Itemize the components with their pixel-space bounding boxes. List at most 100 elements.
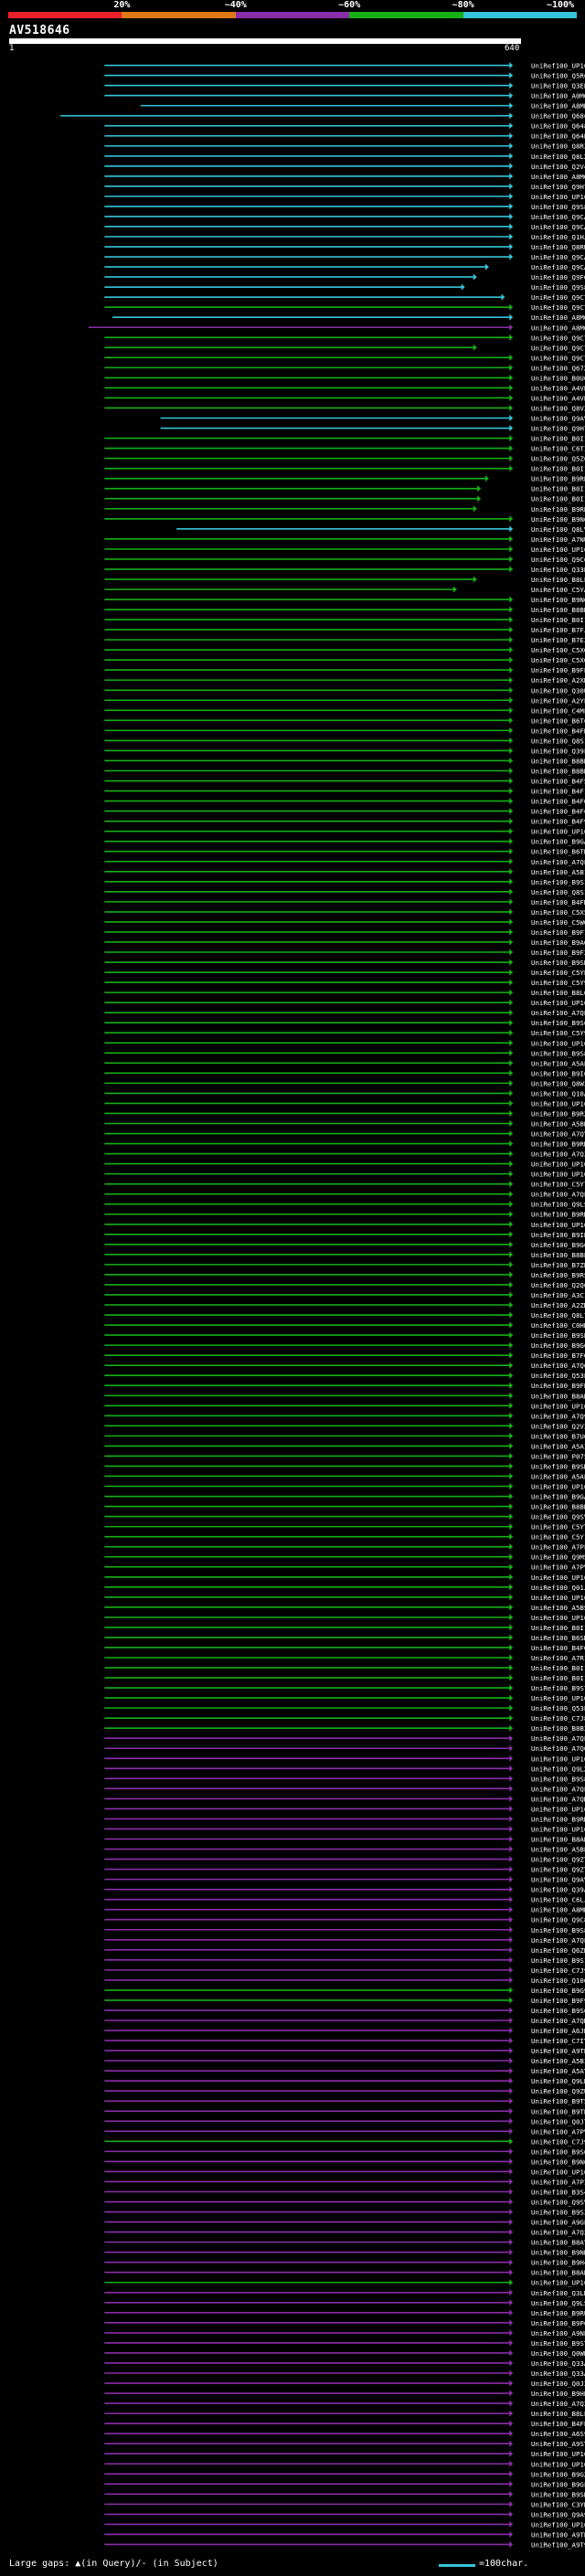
hit-label[interactable]: UniRef100_C4MF17: [531, 706, 585, 715]
hit-label[interactable]: UniRef100_B9S816: [531, 1926, 585, 1935]
hit-label[interactable]: UniRef100_B9S1B0: [531, 878, 585, 886]
hit-label[interactable]: UniRef100_C5Y128: [531, 1533, 585, 1542]
hit-label[interactable]: UniRef100_A7PV57: [531, 2127, 585, 2136]
hit-label[interactable]: UniRef100_C0HHF0: [531, 1321, 585, 1330]
hit-label[interactable]: UniRef100_B9SB21: [531, 1331, 585, 1340]
hit-label[interactable]: UniRef100_UP1000...: [531, 1161, 585, 1169]
hit-label[interactable]: UniRef100_A7QLA3: [531, 1936, 585, 1945]
hit-label[interactable]: UniRef100_A7Q9L3: [531, 1412, 585, 1420]
hit-label[interactable]: UniRef100_B9FE16: [531, 666, 585, 674]
hit-label[interactable]: UniRef100_Q8S1E7: [531, 737, 585, 745]
hit-label[interactable]: UniRef100_Q33AP6: [531, 2369, 585, 2378]
hit-label[interactable]: UniRef100_B0I1I0: [531, 495, 585, 504]
hit-label[interactable]: UniRef100_Q9M513: [531, 1553, 585, 1562]
hit-label[interactable]: UniRef100_B4F1G0: [531, 788, 585, 796]
hit-label[interactable]: UniRef100_B4FMT8: [531, 898, 585, 906]
hit-label[interactable]: UniRef100_B9GAH8: [531, 838, 585, 846]
hit-label[interactable]: UniRef100_UP1000...: [531, 1221, 585, 1229]
hit-label[interactable]: UniRef100_A2YLN7: [531, 696, 585, 705]
hit-label[interactable]: UniRef100_A8MQP0: [531, 323, 585, 332]
hit-label[interactable]: UniRef100_B9S020: [531, 2007, 585, 2015]
hit-label[interactable]: UniRef100_UP1000...: [531, 2460, 585, 2468]
hit-label[interactable]: UniRef100_Q2Q0N31: [531, 1281, 585, 1289]
hit-label[interactable]: UniRef100_UP1000...: [531, 1483, 585, 1491]
hit-label[interactable]: UniRef100_Q53P41: [531, 1372, 585, 1380]
hit-label[interactable]: UniRef100_Q8LVD9-2: [531, 525, 585, 534]
hit-label[interactable]: UniRef100_B9AG33: [531, 938, 585, 947]
hit-label[interactable]: UniRef100_B9F1V9: [531, 928, 585, 937]
hit-label[interactable]: UniRef100_A9NEF2: [531, 2329, 585, 2337]
hit-label[interactable]: UniRef100_Q9ZTY7: [531, 1856, 585, 1864]
hit-label[interactable]: UniRef100_A5B1T7: [531, 868, 585, 876]
hit-label[interactable]: UniRef100_B9S819: [531, 1049, 585, 1057]
hit-label[interactable]: UniRef100_A7QL98: [531, 858, 585, 866]
hit-label[interactable]: UniRef100_Q64810: [531, 122, 585, 131]
hit-label[interactable]: UniRef100_Q8S1E3: [531, 888, 585, 896]
hit-label[interactable]: UniRef100_UP1000...: [531, 2450, 585, 2458]
hit-label[interactable]: UniRef100_B9S0Z4: [531, 2147, 585, 2156]
hit-label[interactable]: UniRef100_UP1000...: [531, 193, 585, 201]
hit-label[interactable]: UniRef100_B9N6S8: [531, 2157, 585, 2166]
hit-label[interactable]: UniRef100_A7PF81: [531, 1543, 585, 1552]
hit-label[interactable]: UniRef100_Q9H7B0-2: [531, 425, 585, 433]
hit-label[interactable]: UniRef100_C6TI63: [531, 445, 585, 453]
hit-label[interactable]: UniRef100_C7J810: [531, 1714, 585, 1723]
hit-label[interactable]: UniRef100_B9FBC6: [531, 1382, 585, 1390]
hit-label[interactable]: UniRef100_A7R189: [531, 1654, 585, 1662]
hit-label[interactable]: UniRef100_Q64B11: [531, 133, 585, 141]
hit-label[interactable]: UniRef100_C3YH61: [531, 2500, 585, 2508]
hit-label[interactable]: UniRef100_B9N6Q6: [531, 596, 585, 604]
hit-label[interactable]: UniRef100_A7QZE5: [531, 1150, 585, 1159]
hit-label[interactable]: UniRef100_B7ZBB9: [531, 1261, 585, 1269]
hit-label[interactable]: UniRef100_A7QEDA: [531, 1009, 585, 1017]
hit-label[interactable]: UniRef100_B0I1M8: [531, 435, 585, 443]
hit-label[interactable]: UniRef100_C5WQH1: [531, 918, 585, 927]
hit-label[interactable]: UniRef100_A7QL99: [531, 1785, 585, 1793]
hit-label[interactable]: UniRef100_B9RS64: [531, 1271, 585, 1279]
hit-label[interactable]: UniRef100_B3S4P3: [531, 2188, 585, 2196]
hit-label[interactable]: UniRef100_B8AHH8: [531, 1836, 585, 1844]
hit-label[interactable]: UniRef100_B8AYJ2: [531, 2239, 585, 2247]
hit-label[interactable]: UniRef100_B9NNU2: [531, 2249, 585, 2257]
hit-label[interactable]: UniRef100_B6TC00: [531, 716, 585, 725]
hit-label[interactable]: UniRef100_A7QY22: [531, 1130, 585, 1139]
hit-label[interactable]: UniRef100_Q68CR5-2: [531, 112, 585, 121]
hit-label[interactable]: UniRef100_B4FQP8: [531, 798, 585, 806]
hit-label[interactable]: UniRef100_UP1000...: [531, 2168, 585, 2176]
hit-label[interactable]: UniRef100_A4VBE5: [531, 384, 585, 392]
hit-label[interactable]: UniRef100_B7U0H7: [531, 1432, 585, 1440]
hit-label[interactable]: UniRef100_B8B3P4: [531, 1724, 585, 1733]
hit-label[interactable]: UniRef100_B7FJR7: [531, 626, 585, 634]
hit-label[interactable]: UniRef100_Q9AVU7: [531, 1876, 585, 1884]
hit-label[interactable]: UniRef100_B4FG76: [531, 1644, 585, 1652]
hit-label[interactable]: UniRef100_B9G953: [531, 1987, 585, 1995]
hit-label[interactable]: UniRef100_B8BNA4: [531, 1503, 585, 1511]
hit-label[interactable]: UniRef100_B8LL22: [531, 576, 585, 584]
hit-label[interactable]: UniRef100_B9RXA6: [531, 1109, 585, 1118]
hit-label[interactable]: UniRef100_A8MR66: [531, 1906, 585, 1914]
hit-label[interactable]: UniRef100_Q6ZH05: [531, 1946, 585, 1955]
hit-label[interactable]: UniRef100_P07519: [531, 1452, 585, 1460]
hit-label[interactable]: UniRef100_Q67XD6: [531, 364, 585, 372]
hit-label[interactable]: UniRef100_Q9CAU1: [531, 253, 585, 261]
hit-label[interactable]: UniRef100_A7PV58: [531, 1564, 585, 1572]
hit-label[interactable]: UniRef100_UP1000...: [531, 546, 585, 554]
hit-label[interactable]: UniRef100_Q9LXY6: [531, 1765, 585, 1773]
hit-label[interactable]: UniRef100_Q8L7B2: [531, 1311, 585, 1320]
hit-label[interactable]: UniRef100_B4FP53: [531, 2420, 585, 2428]
hit-label[interactable]: UniRef100_Q39FM2: [531, 747, 585, 755]
hit-label[interactable]: UniRef100_B0I1M9: [531, 1624, 585, 1632]
hit-label[interactable]: UniRef100_B9TBI1: [531, 2107, 585, 2115]
hit-label[interactable]: UniRef100_Q9ZUG3: [531, 2087, 585, 2095]
hit-label[interactable]: UniRef100_A9TBC0: [531, 2530, 585, 2539]
hit-label[interactable]: UniRef100_B9RBY4: [531, 475, 585, 483]
hit-label[interactable]: UniRef100_Q9SVQ4: [531, 2199, 585, 2207]
hit-label[interactable]: UniRef100_B9IB28: [531, 1231, 585, 1239]
hit-label[interactable]: UniRef100_B4FC42: [531, 808, 585, 816]
hit-label[interactable]: UniRef100_Q9C6C6: [531, 556, 585, 564]
hit-label[interactable]: UniRef100_UP1000...: [531, 999, 585, 1007]
hit-label[interactable]: UniRef100_B9GX57: [531, 2470, 585, 2478]
hit-label[interactable]: UniRef100_UP1000...: [531, 1099, 585, 1108]
hit-label[interactable]: UniRef100_Q9S8P0: [531, 283, 585, 292]
hit-label[interactable]: UniRef100_C6LJN2: [531, 1896, 585, 1904]
